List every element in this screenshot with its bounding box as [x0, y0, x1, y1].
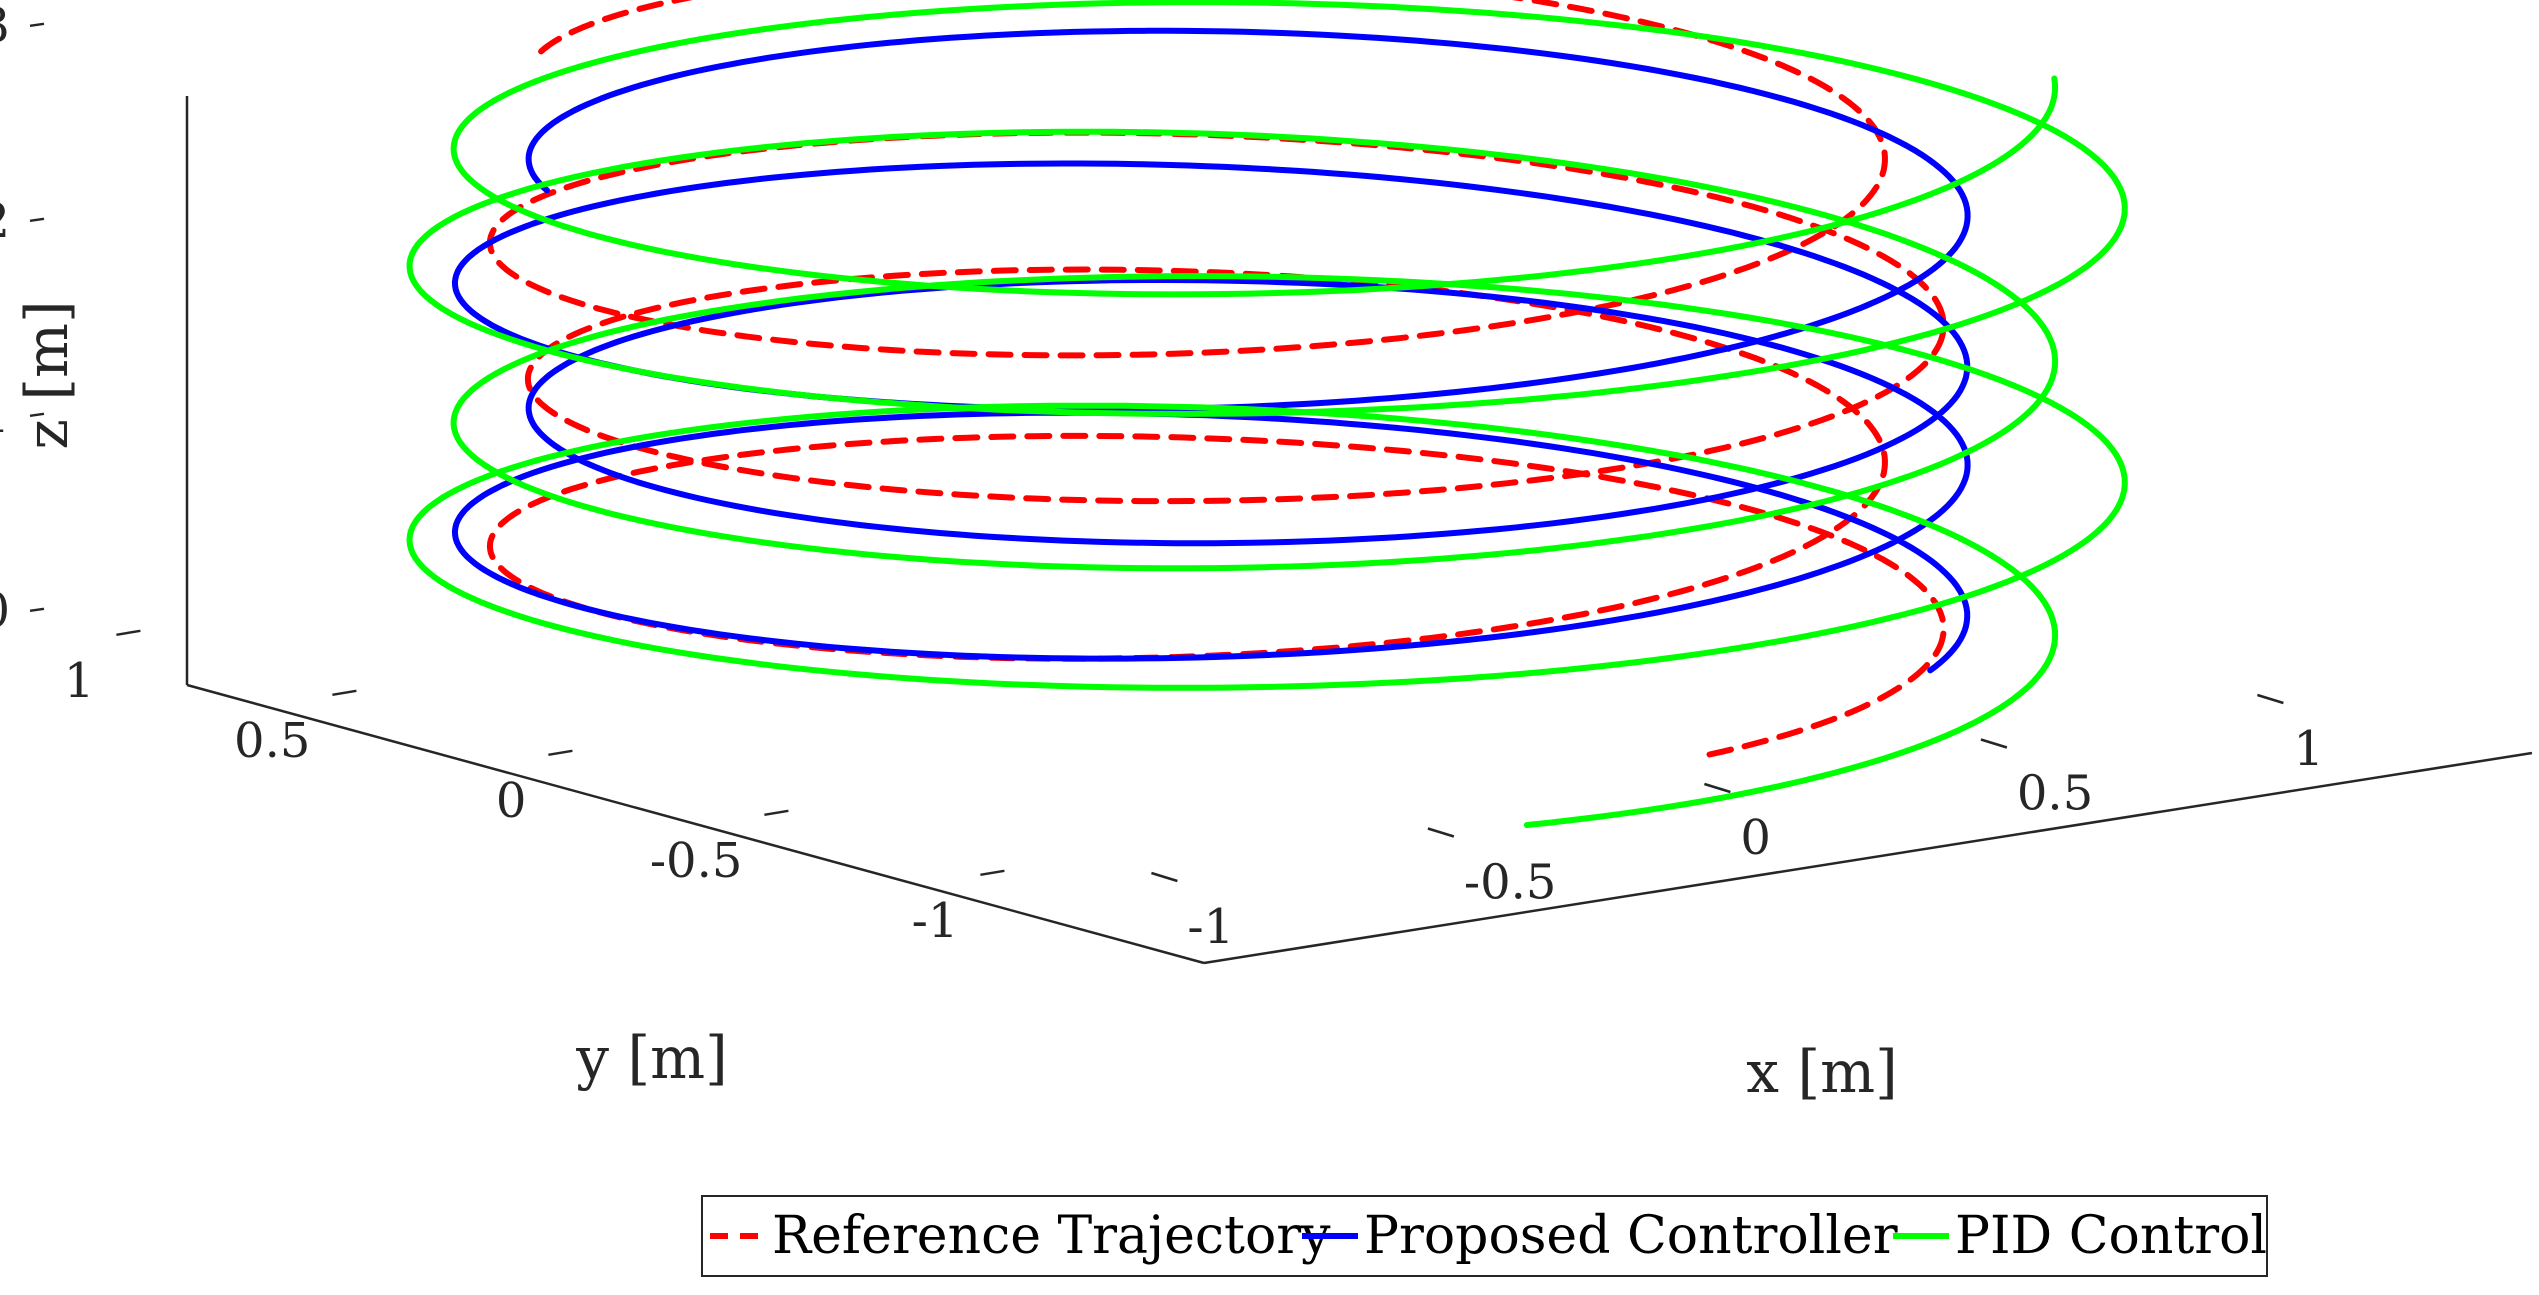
x-tick-label-4: 1	[2293, 721, 2324, 777]
y-tick-label-3: -0.5	[650, 833, 743, 889]
y-tick-mark-3	[764, 809, 789, 817]
x-axis-line	[1203, 751, 2533, 965]
y-tick-label-4: -1	[912, 893, 959, 949]
x-axis-label: x [m]	[1746, 1038, 1897, 1106]
x-tick-label-0: -1	[1187, 899, 1234, 955]
y-tick-label-1: 0.5	[234, 713, 310, 769]
z-tick-label-2: 2	[0, 193, 10, 249]
x-tick-label-3: 0.5	[2017, 766, 2093, 822]
series-group	[406, 0, 2128, 828]
legend-box	[701, 1195, 2268, 1277]
x-tick-label-2: 0	[1740, 810, 1771, 866]
series-line-proposed-controller	[451, 27, 1971, 674]
z-axis-label: z [m]	[13, 300, 81, 449]
x-tick-group: -1 -0.5 0 0.5 1	[1151, 693, 2324, 955]
series-line-reference-trajectory	[486, 0, 1947, 758]
z-tick-mark-3	[29, 22, 45, 28]
z-tick-mark-0	[29, 607, 45, 613]
legend-item-reference: Reference Trajectory	[710, 1206, 1331, 1266]
z-tick-mark-1	[29, 412, 45, 418]
x-tick-label-1: -0.5	[1464, 855, 1557, 911]
z-tick-label-3: 3	[0, 0, 10, 54]
y-axis-label: y [m]	[575, 1024, 727, 1092]
y-tick-label-2: 0	[496, 773, 527, 829]
z-tick-label-0: 0	[0, 583, 10, 639]
y-tick-group: 1 0.5 0 -0.5 -1	[64, 629, 1005, 949]
axes-box	[185, 96, 2533, 965]
y-axis-line	[186, 683, 1205, 965]
z-tick-group: 0 1 2 3	[0, 0, 45, 639]
y-tick-mark-0	[116, 629, 141, 637]
z-tick-mark-2	[29, 217, 45, 223]
y-tick-label-0: 1	[64, 653, 95, 709]
series-line-pid-control	[406, 0, 2128, 828]
z-tick-label-1: 1	[0, 388, 10, 444]
x-tick-mark-2	[1704, 782, 1731, 794]
x-tick-mark-1	[1427, 827, 1455, 838]
legend-label-reference: Reference Trajectory	[772, 1206, 1331, 1266]
legend-label-pid: PID Control	[1955, 1206, 2267, 1266]
x-tick-mark-4	[2257, 693, 2284, 705]
legend-item-proposed: Proposed Controller	[1302, 1206, 1898, 1266]
y-tick-mark-4	[980, 869, 1005, 877]
x-tick-mark-0	[1151, 871, 1178, 883]
legend-item-pid: PID Control	[1893, 1206, 2267, 1266]
x-tick-mark-3	[1980, 738, 2008, 749]
legend: Reference Trajectory Proposed Controller…	[701, 1195, 2268, 1277]
y-tick-mark-1	[332, 689, 357, 697]
y-tick-mark-2	[548, 749, 573, 757]
legend-label-proposed: Proposed Controller	[1364, 1206, 1898, 1266]
